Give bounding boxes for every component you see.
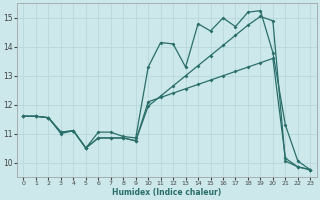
X-axis label: Humidex (Indice chaleur): Humidex (Indice chaleur) (112, 188, 221, 197)
